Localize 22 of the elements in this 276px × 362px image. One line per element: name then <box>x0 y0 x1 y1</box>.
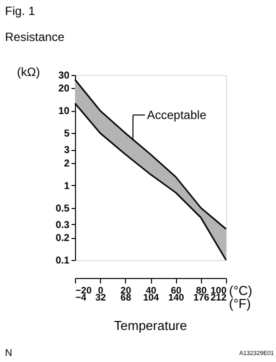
y-tick-label: 0.2 <box>56 233 70 244</box>
y-tick-label: 0.1 <box>56 256 70 266</box>
chart-title: Fig. 1 <box>5 4 36 18</box>
chart-subtitle: Resistance <box>5 30 65 44</box>
y-tick-label: 2 <box>64 158 70 170</box>
x-axis-title: Temperature <box>114 318 187 333</box>
y-tick-label: 0.5 <box>56 203 70 214</box>
y-tick-label: 30 <box>58 70 70 82</box>
annotation: Acceptable <box>147 108 207 122</box>
x2-tick-label: −4 <box>76 292 88 304</box>
y-tick-label: 20 <box>58 84 70 95</box>
y-tick-label: 5 <box>64 128 70 140</box>
x2-tick-label: 32 <box>95 292 106 304</box>
y-tick-label: 3 <box>64 145 70 156</box>
text: (°C) <box>229 283 252 298</box>
y-tick-label: 1 <box>64 180 70 192</box>
y-axis-title: (kΩ) <box>17 65 40 79</box>
y-tick-label: 0.3 <box>56 220 70 231</box>
y-tick-label: 10 <box>58 106 70 118</box>
x2-tick-label: 104 <box>143 292 160 304</box>
x2-tick-label: 212 <box>210 292 226 304</box>
text: N <box>5 348 12 359</box>
